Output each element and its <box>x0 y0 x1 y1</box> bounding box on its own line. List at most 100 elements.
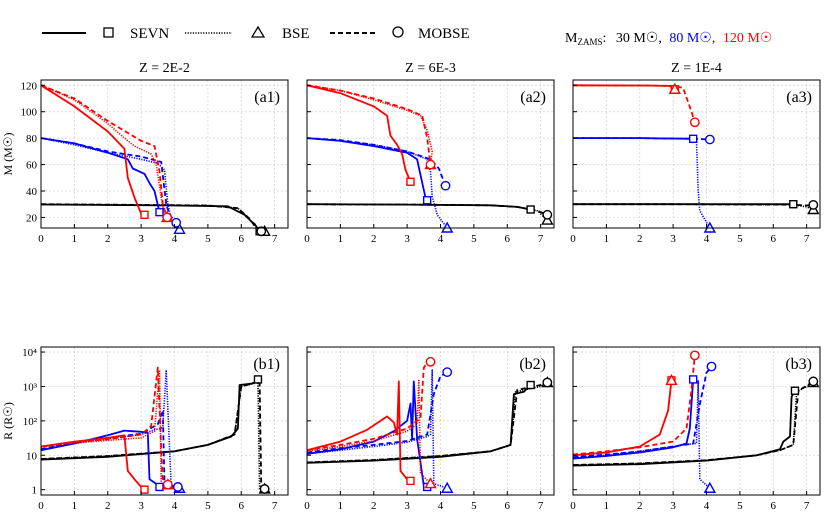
end-marker-circle <box>808 376 819 387</box>
end-marker-square <box>406 177 415 186</box>
mass-legend-sub: ZAMS <box>577 37 602 47</box>
series-line-m80-dashed <box>41 409 179 488</box>
end-marker-circle <box>172 482 183 492</box>
series-group <box>307 84 548 228</box>
y-axis-label: M (M☉) <box>1 132 15 175</box>
series-line-m30-dashed <box>573 380 814 466</box>
x-tick-label: 4 <box>438 233 444 245</box>
mass-legend-30: 30 M☉, <box>616 31 662 46</box>
y-tick-label: 100 <box>21 107 38 119</box>
x-tick-label: 0 <box>38 500 44 512</box>
x-tick-label: 2 <box>637 233 643 245</box>
x-tick-label: 3 <box>670 500 676 512</box>
x-tick-label: 7 <box>272 500 278 512</box>
series-line-m30-dotted <box>307 381 548 464</box>
legend-marker-square <box>103 27 114 38</box>
series-line-m30-solid <box>41 378 259 461</box>
y-tick-label: 10⁴ <box>22 347 37 359</box>
x-tick-label: 5 <box>205 500 211 512</box>
series-line-m30-dashed <box>307 381 548 464</box>
x-tick-label: 6 <box>771 500 777 512</box>
panel-a3: 0 1 2 3 4 5 6 7 Z = 1E-4 (a3) <box>570 61 821 245</box>
end-marker-circle <box>259 484 270 494</box>
x-tick-label: 2 <box>371 233 377 245</box>
series-line-m30-dashed <box>573 203 814 207</box>
panel-title: Z = 6E-3 <box>405 61 456 76</box>
series-line-m120-solid <box>41 84 145 216</box>
x-tick-label: 1 <box>72 500 78 512</box>
x-tick-label: 0 <box>570 233 576 245</box>
panel-frame <box>306 79 555 229</box>
series-line-m80-dashed <box>573 137 710 141</box>
series-line-m30-dashed <box>41 380 265 490</box>
end-marker-triangle <box>703 481 717 493</box>
end-marker-circle <box>425 159 436 170</box>
x-tick-label: 6 <box>771 233 777 245</box>
end-marker-triangle <box>668 82 681 94</box>
y-tick-label: 60 <box>26 160 38 172</box>
series-line-m30-dotted <box>41 381 265 491</box>
end-marker-triangle <box>440 481 454 493</box>
legend-marker-triangle <box>250 25 266 38</box>
x-tick-label: 7 <box>804 233 810 245</box>
series-group <box>307 360 548 489</box>
y-axis-label: R (R☉) <box>1 402 15 440</box>
x-tick-label: 0 <box>570 500 576 512</box>
end-marker-square <box>140 485 149 494</box>
y-tick-label: 20 <box>26 212 38 224</box>
panel-b3: 0 1 2 3 4 5 6 7 (b3) <box>570 346 821 512</box>
end-marker-square <box>422 196 432 205</box>
end-marker-circle <box>706 361 717 372</box>
end-marker-circle <box>256 226 267 237</box>
legend-label-sevn: SEVN <box>130 26 169 42</box>
end-marker-circle <box>542 377 553 388</box>
series-line-m120-dashed <box>307 84 432 165</box>
end-marker-circle <box>542 209 553 220</box>
x-tick-label: 3 <box>404 500 410 512</box>
mass-legend-m: M <box>565 31 578 46</box>
panel-title: Z = 1E-4 <box>671 61 722 76</box>
x-tick-label: 4 <box>172 233 178 245</box>
x-tick-label: 4 <box>172 500 178 512</box>
x-tick-label: 3 <box>138 500 144 512</box>
end-marker-square <box>155 482 164 492</box>
end-marker-circle <box>808 199 819 210</box>
series-line-m120-dotted <box>307 379 432 485</box>
panel-frame <box>40 79 289 229</box>
end-marker-square <box>688 375 698 384</box>
end-marker-square <box>789 200 798 209</box>
series-line-m80-solid <box>307 137 428 201</box>
end-marker-circle <box>425 356 436 367</box>
x-tick-label: 4 <box>438 500 444 512</box>
series-line-m30-dashed <box>41 203 258 228</box>
x-tick-label: 6 <box>505 500 511 512</box>
series-line-m120-dotted <box>573 380 673 457</box>
panel-a2: 0 1 2 3 4 5 6 7 Z = 6E-3 (a2) <box>304 61 555 245</box>
x-tick-label: 5 <box>737 500 743 512</box>
x-tick-label: 2 <box>105 233 111 245</box>
end-marker-triangle <box>665 373 678 386</box>
x-tick-label: 0 <box>38 233 44 245</box>
x-tick-label: 1 <box>604 233 610 245</box>
panel-frame <box>572 79 821 229</box>
mass-legend: MZAMS: 30 M☉, 80 M☉, 120 M☉ <box>565 31 772 47</box>
series-line-m80-dotted <box>573 137 711 228</box>
x-tick-label: 7 <box>538 233 544 245</box>
x-tick-label: 1 <box>338 233 344 245</box>
series-line-m120-dotted <box>307 84 433 165</box>
x-tick-label: 4 <box>704 233 710 245</box>
mass-legend-120: 120 M☉ <box>723 31 773 46</box>
series-group <box>41 84 261 228</box>
end-marker-circle <box>704 134 715 145</box>
end-marker-square <box>688 134 698 144</box>
end-marker-square <box>526 380 535 390</box>
y-tick-label: 10³ <box>23 381 38 393</box>
x-tick-label: 0 <box>304 500 310 512</box>
series-line-m80-dotted <box>573 379 711 489</box>
series-line-m80-dashed <box>41 137 177 224</box>
x-tick-label: 2 <box>637 500 643 512</box>
y-tick-label: 40 <box>26 186 38 198</box>
